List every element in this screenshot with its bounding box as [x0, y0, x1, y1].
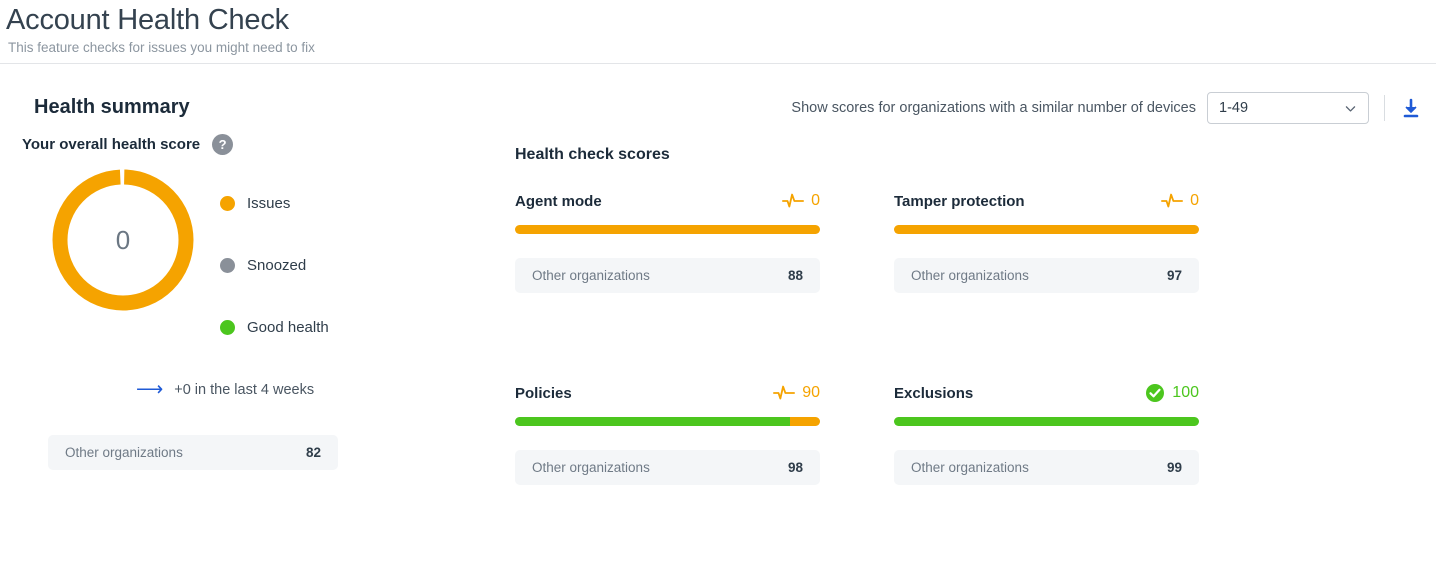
scores-controls: Show scores for organizations with a sim…: [470, 64, 1436, 124]
controls-divider: [1384, 95, 1385, 121]
health-summary-title: Health summary: [34, 96, 190, 118]
overall-health-donut-chart: 0: [52, 169, 194, 311]
pulse-icon: [782, 193, 805, 208]
bar-segment-green: [515, 417, 790, 426]
score-card-title: Tamper protection: [894, 192, 1025, 210]
score-card-title: Exclusions: [894, 384, 974, 402]
legend-item-good-health: Good health: [220, 296, 329, 358]
check-circle-icon: [1146, 384, 1165, 402]
page-header: Account Health Check This feature checks…: [0, 0, 1436, 64]
score-card-bar: [894, 225, 1199, 234]
other-organizations-label: Other organizations: [532, 460, 650, 475]
download-icon[interactable]: [1400, 96, 1422, 120]
score-card-title: Agent mode: [515, 192, 602, 210]
other-organizations-value: 88: [787, 268, 803, 283]
score-card-other-organizations-box: Other organizations 97: [894, 258, 1199, 293]
other-organizations-value: 98: [787, 460, 803, 475]
score-card-header: Policies 90: [515, 382, 820, 404]
score-card-value: 90: [802, 384, 820, 401]
legend-label-snoozed: Snoozed: [247, 256, 307, 274]
bar-segment-orange: [789, 417, 820, 426]
page-content: Health summary Your overall health score…: [0, 64, 1436, 530]
score-card-other-organizations-box: Other organizations 99: [894, 450, 1199, 485]
health-check-scores-panel: Show scores for organizations with a sim…: [470, 64, 1436, 574]
help-icon[interactable]: ?: [212, 134, 234, 155]
score-card-score: 0: [782, 192, 820, 210]
green-dot-icon: [220, 319, 235, 335]
other-organizations-value: 97: [1166, 268, 1182, 283]
overall-other-organizations-box: Other organizations 82: [48, 435, 338, 470]
score-card-value: 0: [1190, 192, 1199, 209]
score-card-score: 0: [1161, 192, 1199, 210]
trend-text: +0 in the last 4 weeks: [174, 381, 315, 398]
legend-item-snoozed: Snoozed: [220, 234, 329, 296]
download-glyph: [1403, 98, 1419, 118]
score-card-other-organizations-box: Other organizations 88: [515, 258, 820, 293]
overall-score-label: Your overall health score: [22, 136, 201, 153]
score-card-value: 100: [1172, 384, 1199, 401]
bar-segment-green: [894, 417, 1199, 426]
other-organizations-label: Other organizations: [532, 268, 650, 283]
chevron-down-icon: [1345, 105, 1356, 112]
score-card-exclusions: Exclusions 100 Other organizations: [894, 382, 1199, 574]
health-check-scores-title: Health check scores: [515, 146, 670, 163]
score-card-bar: [515, 417, 820, 426]
donut-and-legend: 0 Issues Snoozed Good health: [0, 155, 470, 358]
arrow-right-icon: ⟶: [136, 379, 164, 400]
score-card-header: Tamper protection 0: [894, 190, 1199, 212]
other-organizations-label: Other organizations: [65, 445, 183, 460]
device-range-selected-value: 1-49: [1219, 100, 1249, 116]
donut-svg: [52, 169, 194, 311]
other-organizations-value: 82: [305, 445, 321, 460]
bar-segment-orange: [894, 225, 1199, 234]
page-subtitle: This feature checks for issues you might…: [8, 40, 315, 55]
other-organizations-label: Other organizations: [911, 460, 1029, 475]
other-organizations-value: 99: [1166, 460, 1182, 475]
score-card-bar: [894, 417, 1199, 426]
page-title: Account Health Check: [6, 4, 289, 36]
donut-arc-issues: [52, 169, 194, 311]
score-card-other-organizations-box: Other organizations 98: [515, 450, 820, 485]
donut-center-value: 0: [115, 224, 131, 255]
score-card-bar: [515, 225, 820, 234]
bar-segment-orange: [515, 225, 820, 234]
trend-row: ⟶ +0 in the last 4 weeks: [0, 358, 470, 399]
score-card-header: Agent mode 0: [515, 190, 820, 212]
other-organizations-label: Other organizations: [911, 268, 1029, 283]
donut-legend: Issues Snoozed Good health: [220, 172, 329, 358]
device-range-select[interactable]: 1-49: [1207, 92, 1369, 124]
legend-label-good-health: Good health: [247, 318, 329, 336]
score-card-score: 90: [773, 384, 820, 402]
pulse-icon: [1161, 193, 1184, 208]
score-card-title: Policies: [515, 384, 572, 402]
score-card-score: 100: [1145, 383, 1199, 403]
pulse-icon: [773, 385, 796, 400]
score-card-tamper-protection: Tamper protection 0 Other organizations …: [894, 190, 1199, 382]
health-summary-panel: Health summary Your overall health score…: [0, 64, 470, 470]
score-card-value: 0: [811, 192, 820, 209]
orange-dot-icon: [220, 195, 235, 211]
score-card-agent-mode: Agent mode 0 Other organizations 88: [515, 190, 820, 382]
score-card-policies: Policies 90 Other organizations 98: [515, 382, 820, 574]
legend-label-issues: Issues: [247, 194, 291, 212]
score-card-header: Exclusions 100: [894, 382, 1199, 404]
gray-dot-icon: [220, 257, 235, 273]
overall-score-row: Your overall health score ?: [0, 120, 470, 155]
legend-item-issues: Issues: [220, 172, 329, 234]
device-range-label: Show scores for organizations with a sim…: [791, 100, 1196, 116]
score-cards-grid: Agent mode 0 Other organizations 88: [470, 164, 1436, 574]
